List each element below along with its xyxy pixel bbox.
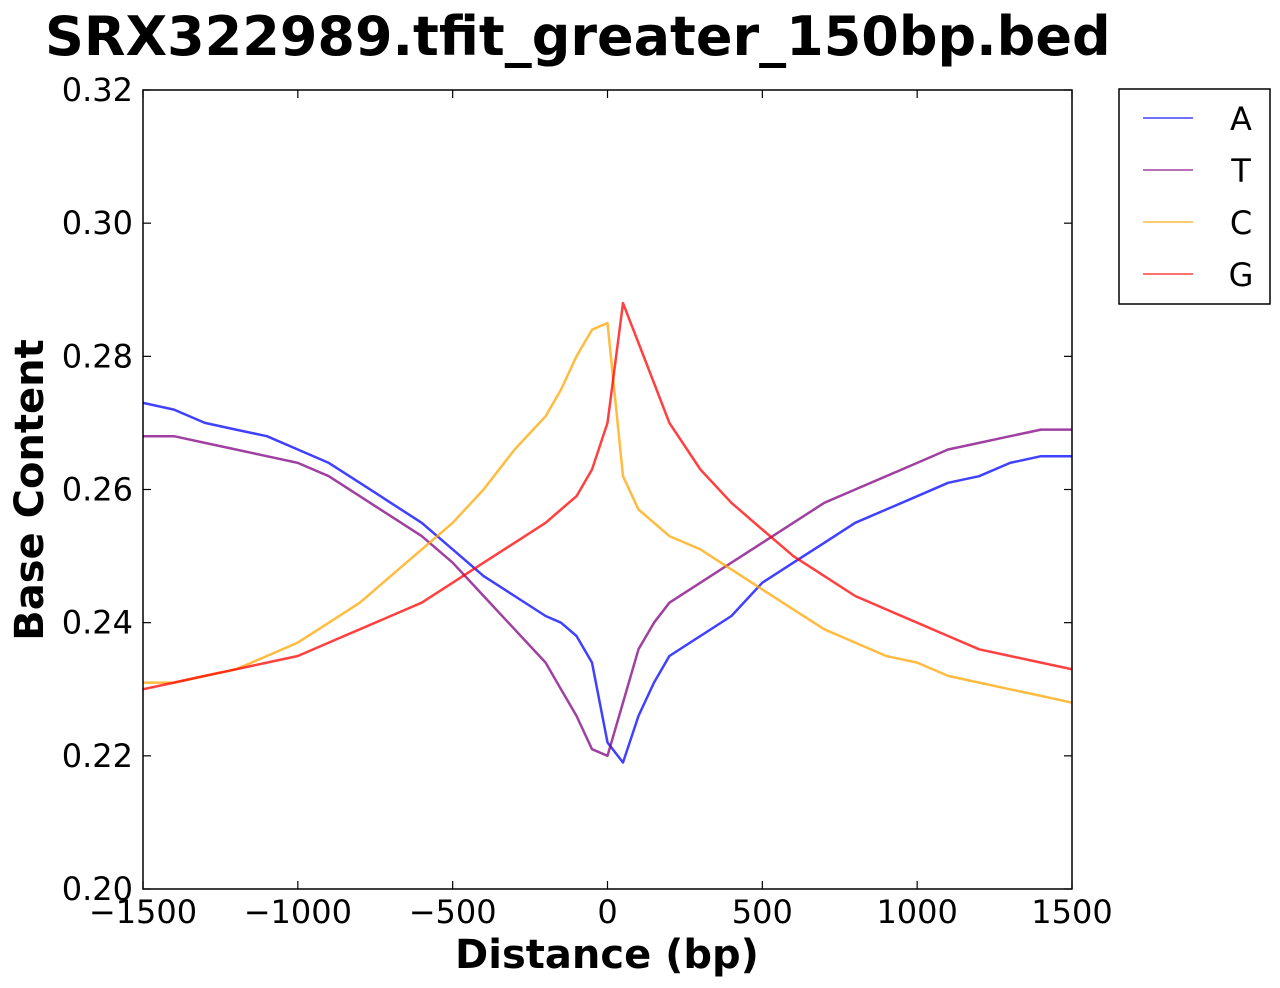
series-line-g — [143, 301, 1072, 691]
y-tick-label: 0.30 — [62, 204, 133, 242]
x-tick-label: 500 — [732, 893, 793, 931]
y-axis: 0.20 0.22 0.24 0.26 0.28 0.30 0.32 — [62, 71, 1072, 908]
y-tick-label: 0.20 — [62, 870, 133, 908]
legend-box — [1118, 88, 1271, 305]
chart-title: SRX322989.tfit_greater_150bp.bed — [45, 5, 1111, 68]
x-tick-label: 1000 — [876, 893, 957, 931]
y-tick-label: 0.28 — [62, 337, 133, 375]
y-tick-label: 0.22 — [62, 737, 133, 775]
series-line-t — [143, 428, 1072, 758]
x-tick-label: 0 — [597, 893, 617, 931]
x-tick-label: 1500 — [1031, 893, 1112, 931]
legend-label-g: G — [1229, 256, 1254, 294]
y-tick-label: 0.32 — [62, 71, 133, 109]
legend-label-a: A — [1230, 100, 1252, 138]
x-tick-label: −500 — [409, 893, 497, 931]
y-tick-label: 0.24 — [62, 604, 133, 642]
legend-label-t: T — [1230, 152, 1251, 190]
x-tick-label: −1500 — [89, 893, 197, 931]
series-line-a — [143, 401, 1072, 764]
series-layer — [143, 301, 1072, 764]
x-axis: −1500 −1000 −500 0 500 1000 1500 — [89, 90, 1113, 931]
series-line-c — [143, 321, 1072, 704]
x-axis-label: Distance (bp) — [455, 932, 759, 978]
y-tick-label: 0.26 — [62, 471, 133, 509]
y-axis-label: Base Content — [7, 339, 53, 641]
x-tick-label: −1000 — [244, 893, 352, 931]
legend-label-c: C — [1230, 204, 1252, 242]
